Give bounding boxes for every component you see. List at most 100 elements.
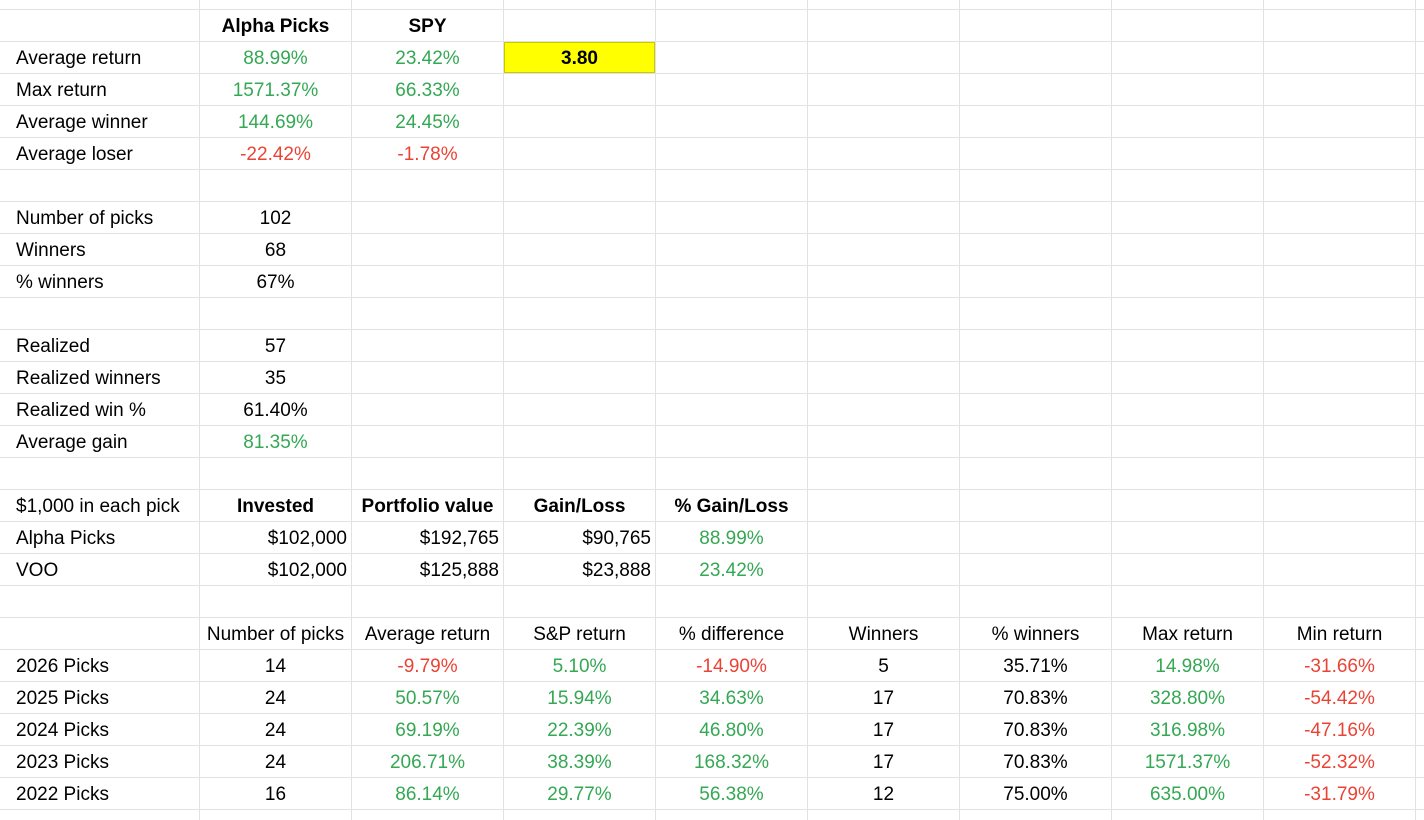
header-min-return[interactable]: Min return [1296,624,1383,645]
header-pct-winners[interactable]: % winners [991,624,1080,645]
header-spy[interactable]: SPY [408,16,447,37]
year-sp-return[interactable]: 38.39% [547,752,612,773]
label-average-loser[interactable]: Average loser [16,144,133,165]
value-number-of-picks[interactable]: 102 [259,208,292,229]
year-pct-difference[interactable]: 168.32% [693,752,769,773]
year-max-return[interactable]: 316.98% [1149,720,1225,741]
investment-row-label[interactable]: Alpha Picks [16,528,116,549]
investment-pct-gain-loss[interactable]: 88.99% [699,528,764,549]
year-number-of-picks[interactable]: 24 [264,752,287,773]
year-winners[interactable]: 17 [872,720,895,741]
year-pct-winners[interactable]: 75.00% [1003,784,1068,805]
year-row-label[interactable]: 2023 Picks [16,752,109,773]
year-pct-winners[interactable]: 70.83% [1003,752,1068,773]
label-realized-win-pct[interactable]: Realized win % [16,400,146,421]
header-portfolio-value[interactable]: Portfolio value [361,496,494,517]
alpha-average-return[interactable]: 88.99% [243,48,308,69]
value-winners[interactable]: 68 [264,240,287,261]
alpha-average-winner[interactable]: 144.69% [237,112,313,133]
label-realized[interactable]: Realized [16,336,90,357]
header-winners[interactable]: Winners [848,624,919,645]
header-pct-gain-loss[interactable]: % Gain/Loss [674,496,789,517]
year-number-of-picks[interactable]: 24 [264,720,287,741]
year-min-return[interactable]: -31.79% [1304,784,1375,805]
year-pct-difference[interactable]: 56.38% [699,784,764,805]
year-row-label[interactable]: 2024 Picks [16,720,109,741]
year-sp-return[interactable]: 22.39% [547,720,612,741]
value-realized-winners[interactable]: 35 [264,368,287,389]
year-max-return[interactable]: 635.00% [1149,784,1225,805]
value-realized[interactable]: 57 [264,336,287,357]
alpha-max-return[interactable]: 1571.37% [232,80,319,101]
label-number-of-picks[interactable]: Number of picks [16,208,154,229]
year-winners[interactable]: 12 [872,784,895,805]
row-divider [0,41,1424,42]
year-winners[interactable]: 5 [878,656,889,677]
row-divider [0,137,1424,138]
header-average-return[interactable]: Average return [364,624,491,645]
year-average-return[interactable]: -9.79% [397,656,458,677]
investment-portfolio-value[interactable]: $192,765 [419,528,499,549]
year-min-return[interactable]: -31.66% [1304,656,1375,677]
header-alpha-picks[interactable]: Alpha Picks [221,16,330,37]
year-winners[interactable]: 17 [872,752,895,773]
year-average-return[interactable]: 69.19% [395,720,460,741]
year-min-return[interactable]: -47.16% [1304,720,1375,741]
investment-gain-loss[interactable]: $23,888 [582,560,651,581]
year-sp-return[interactable]: 29.77% [547,784,612,805]
investment-pct-gain-loss[interactable]: 23.42% [699,560,764,581]
header-pct-difference[interactable]: % difference [678,624,785,645]
year-row-label[interactable]: 2022 Picks [16,784,109,805]
spy-average-winner[interactable]: 24.45% [395,112,460,133]
header-gain-loss[interactable]: Gain/Loss [533,496,626,517]
investment-gain-loss[interactable]: $90,765 [582,528,651,549]
label-max-return[interactable]: Max return [16,80,107,101]
year-average-return[interactable]: 50.57% [395,688,460,709]
year-max-return[interactable]: 14.98% [1155,656,1220,677]
year-row-label[interactable]: 2026 Picks [16,656,109,677]
year-number-of-picks[interactable]: 16 [264,784,287,805]
year-sp-return[interactable]: 15.94% [547,688,612,709]
year-sp-return[interactable]: 5.10% [552,656,607,677]
year-pct-difference[interactable]: 34.63% [699,688,764,709]
spy-average-return[interactable]: 23.42% [395,48,460,69]
header-invested[interactable]: Invested [236,496,315,517]
label-percent-winners[interactable]: % winners [16,272,104,293]
year-average-return[interactable]: 206.71% [389,752,465,773]
value-percent-winners[interactable]: 67% [256,272,295,293]
label-realized-winners[interactable]: Realized winners [16,368,161,389]
year-max-return[interactable]: 328.80% [1149,688,1225,709]
value-realized-win-pct[interactable]: 61.40% [243,400,308,421]
year-pct-winners[interactable]: 70.83% [1003,688,1068,709]
label-winners[interactable]: Winners [16,240,86,261]
investment-invested[interactable]: $102,000 [267,528,347,549]
investment-row-label[interactable]: VOO [16,560,59,581]
investment-portfolio-value[interactable]: $125,888 [419,560,499,581]
year-average-return[interactable]: 86.14% [395,784,460,805]
year-winners[interactable]: 17 [872,688,895,709]
spy-average-loser[interactable]: -1.78% [397,144,458,165]
year-pct-winners[interactable]: 35.71% [1003,656,1068,677]
label-average-gain[interactable]: Average gain [16,432,128,453]
year-min-return[interactable]: -54.42% [1304,688,1375,709]
alpha-average-loser[interactable]: -22.42% [240,144,311,165]
year-max-return[interactable]: 1571.37% [1144,752,1231,773]
year-pct-difference[interactable]: -14.90% [696,656,767,677]
year-min-return[interactable]: -52.32% [1304,752,1375,773]
year-pct-difference[interactable]: 46.80% [699,720,764,741]
header-sp-return[interactable]: S&P return [533,624,626,645]
value-average-gain[interactable]: 81.35% [243,432,308,453]
spy-max-return[interactable]: 66.33% [395,80,460,101]
year-pct-winners[interactable]: 70.83% [1003,720,1068,741]
year-number-of-picks[interactable]: 24 [264,688,287,709]
header-number-of-picks[interactable]: Number of picks [206,624,345,645]
header-max-return[interactable]: Max return [1142,624,1233,645]
label-average-return[interactable]: Average return [16,48,142,69]
year-row-label[interactable]: 2025 Picks [16,688,109,709]
investment-invested[interactable]: $102,000 [267,560,347,581]
year-number-of-picks[interactable]: 14 [264,656,287,677]
ratio-highlight-cell[interactable]: 3.80 [504,42,655,73]
label-average-winner[interactable]: Average winner [16,112,148,133]
header-investment-label[interactable]: $1,000 in each pick [16,496,180,517]
